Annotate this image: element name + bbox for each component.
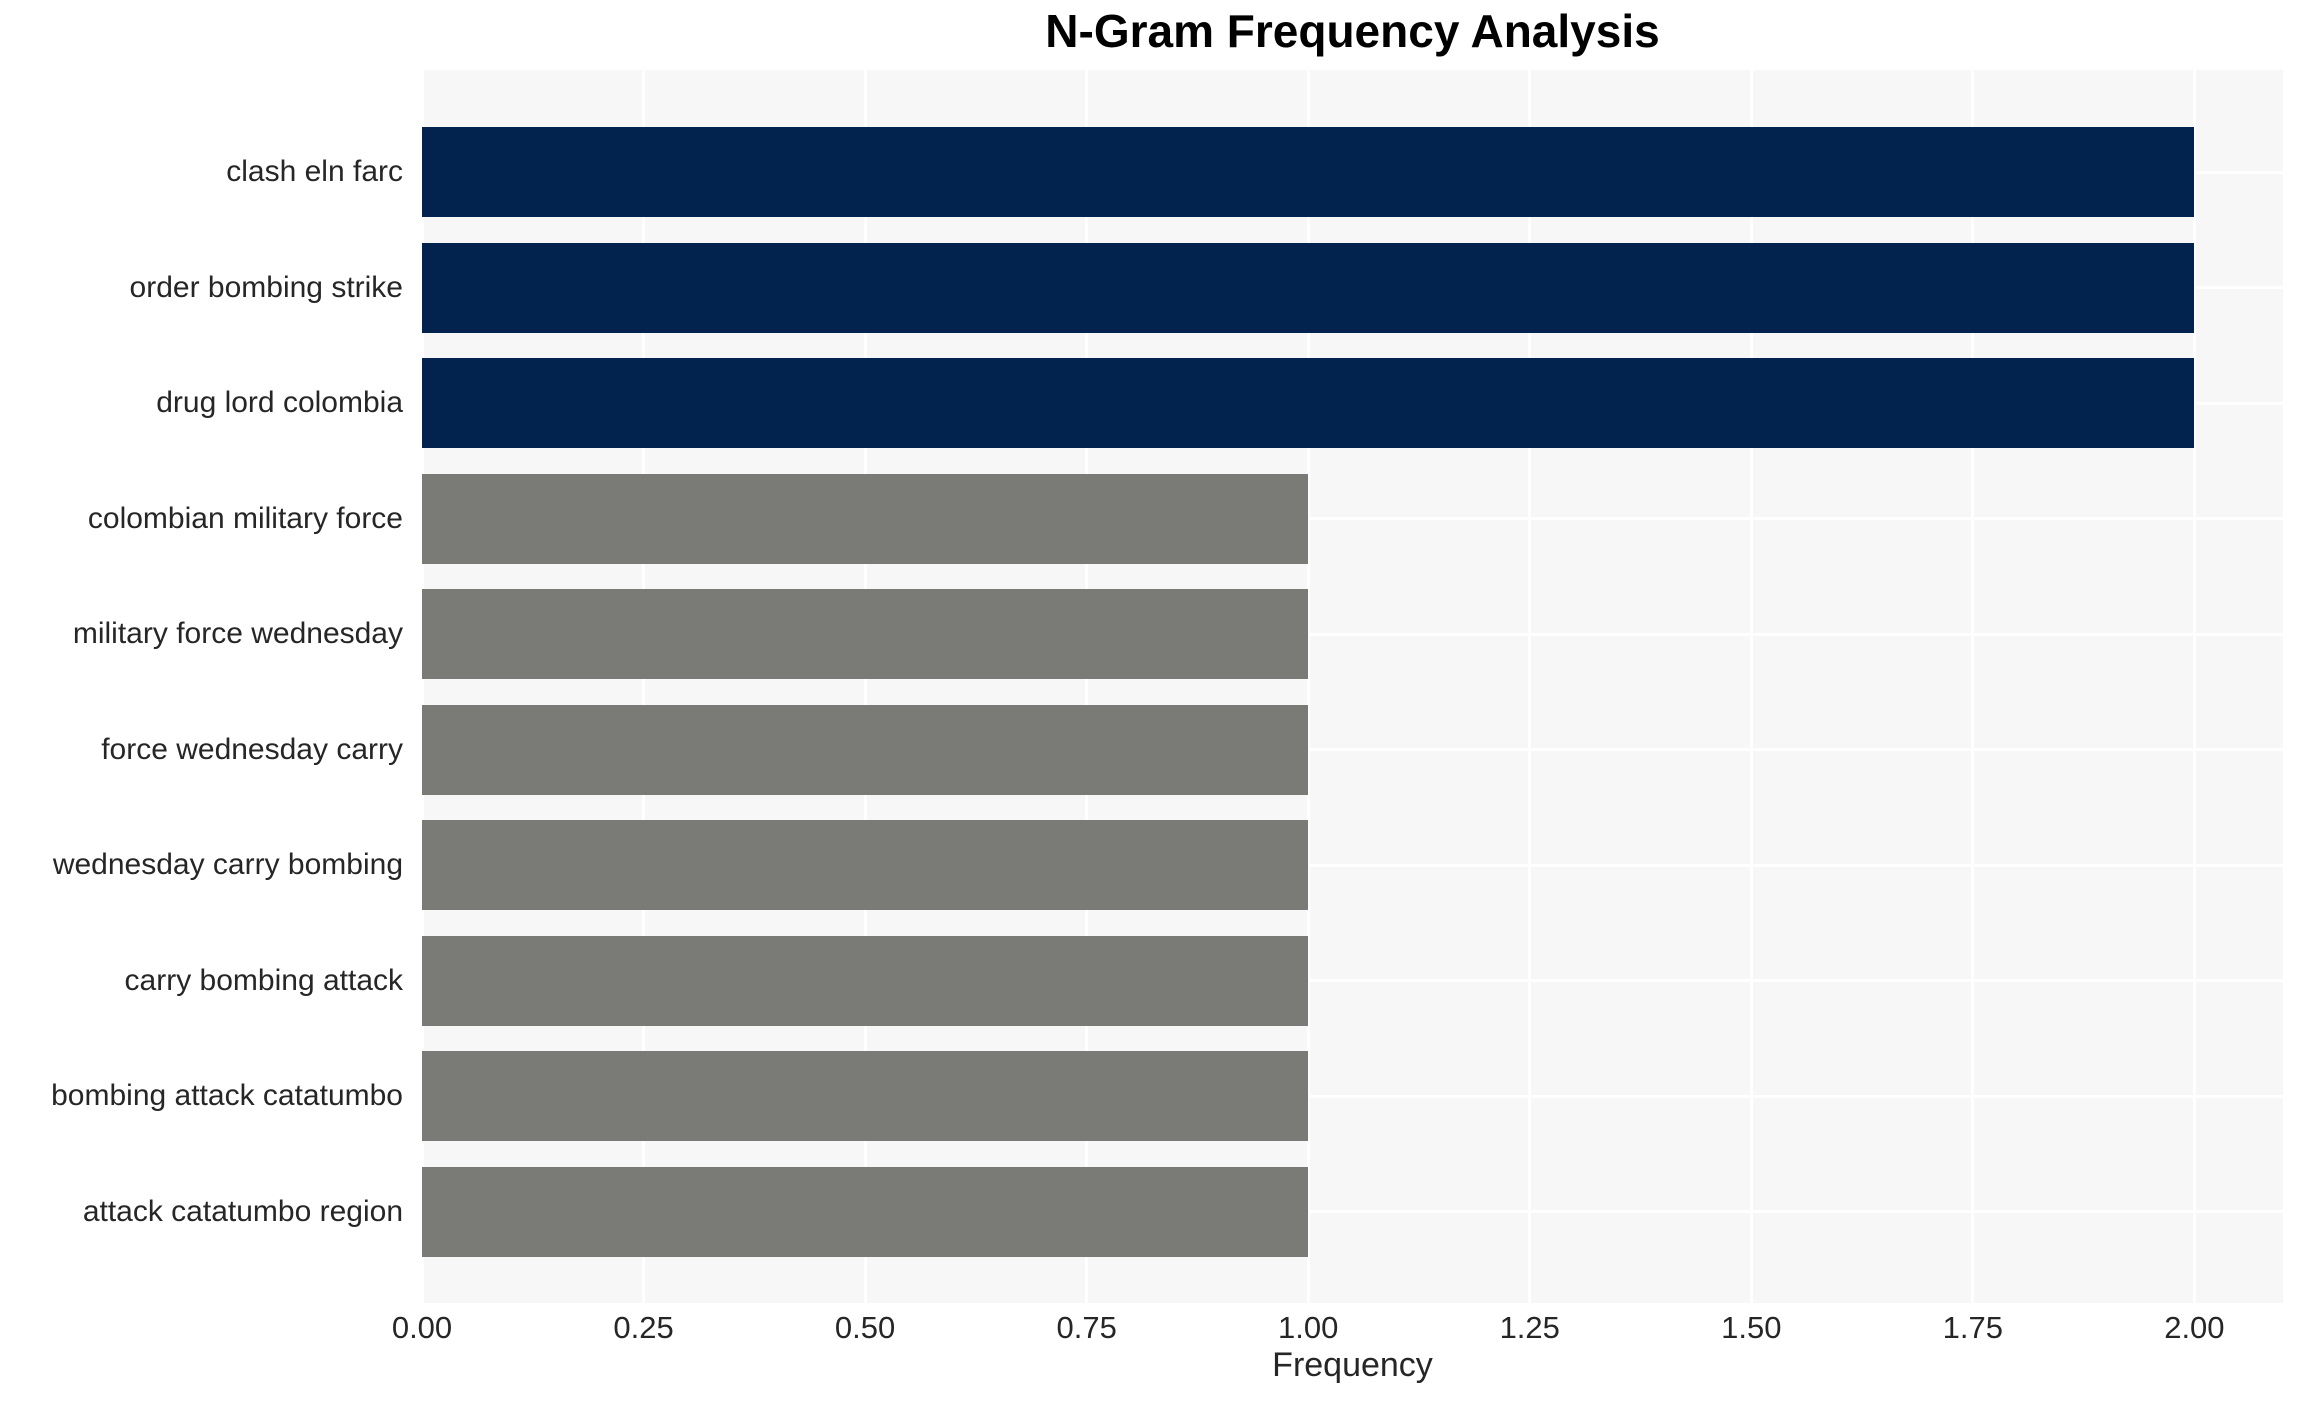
- chart-title: N-Gram Frequency Analysis: [1045, 5, 1660, 57]
- bar-force-wednesday-carry: [422, 704, 1309, 795]
- y-axis-label-carry-bombing-attack: carry bombing attack: [124, 963, 403, 997]
- bar-order-bombing-strike: [422, 242, 2195, 333]
- vertical-gridline-0.25: [642, 70, 646, 1303]
- plot-area: [422, 70, 2283, 1303]
- x-tick-label-0.25: 0.25: [613, 1310, 674, 1345]
- horizontal-gridline-8: [422, 1094, 2283, 1098]
- y-axis-label-order-bombing-strike: order bombing strike: [129, 270, 403, 304]
- x-tick-label-1.00: 1.00: [1278, 1310, 1339, 1345]
- horizontal-gridline-6: [422, 863, 2283, 867]
- x-tick-label-0.75: 0.75: [1056, 1310, 1117, 1345]
- vertical-gridline-1.75: [1971, 70, 1975, 1303]
- y-axis-label-wednesday-carry-bombing: wednesday carry bombing: [52, 848, 403, 881]
- horizontal-gridline-3: [422, 517, 2283, 520]
- y-axis-label-force-wednesday-carry: force wednesday carry: [101, 732, 403, 766]
- vertical-gridline-0.00: [422, 70, 424, 1303]
- horizontal-gridline-5: [422, 748, 2283, 751]
- vertical-gridline-0.75: [1085, 70, 1089, 1303]
- vertical-gridline-0.50: [863, 70, 867, 1303]
- x-tick-label-2.00: 2.00: [2164, 1310, 2225, 1345]
- y-axis-label-clash-eln-farc: clash eln farc: [226, 155, 403, 188]
- x-tick-label-1.50: 1.50: [1721, 1310, 1782, 1345]
- x-tick-label-1.25: 1.25: [1499, 1310, 1560, 1345]
- bar-colombian-military-force: [422, 473, 1309, 564]
- x-axis-label: Frequency: [1272, 1346, 1433, 1384]
- y-axis-label-bombing-attack-catatumbo: bombing attack catatumbo: [51, 1079, 403, 1112]
- y-axis-label-colombian-military-force: colombian military force: [87, 501, 403, 535]
- horizontal-gridline-9: [422, 1210, 2283, 1213]
- horizontal-gridline-4: [422, 632, 2283, 636]
- vertical-gridline-1.50: [1749, 70, 1753, 1303]
- bar-carry-bombing-attack: [422, 935, 1309, 1026]
- y-axis-label-military-force-wednesday: military force wednesday: [72, 617, 403, 650]
- vertical-gridline-1.00: [1306, 70, 1310, 1303]
- bar-bombing-attack-catatumbo: [422, 1051, 1309, 1141]
- vertical-gridline-1.25: [1528, 70, 1532, 1303]
- x-tick-label-0.00: 0.00: [391, 1310, 453, 1345]
- x-tick-label-1.75: 1.75: [1942, 1310, 2003, 1345]
- bar-military-force-wednesday: [422, 589, 1309, 679]
- vertical-gridline-2.00: [2192, 70, 2196, 1303]
- bar-drug-lord-colombia: [422, 358, 2195, 448]
- bar-clash-eln-farc: [422, 127, 2195, 217]
- x-tick-label-0.50: 0.50: [834, 1310, 896, 1345]
- y-axis-label-attack-catatumbo-region: attack catatumbo region: [82, 1194, 403, 1228]
- bar-wednesday-carry-bombing: [422, 820, 1309, 910]
- bar-attack-catatumbo-region: [422, 1166, 1309, 1257]
- y-axis-label-drug-lord-colombia: drug lord colombia: [156, 386, 403, 419]
- horizontal-gridline-7: [422, 979, 2283, 982]
